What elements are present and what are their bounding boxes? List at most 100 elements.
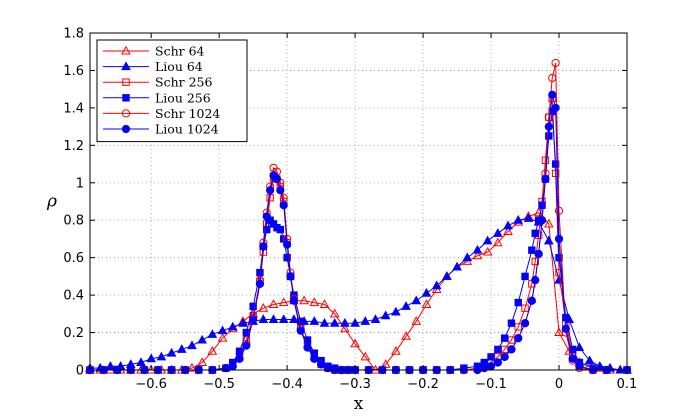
data-point: [551, 160, 560, 168]
y-tick-label: 1.4: [63, 101, 84, 116]
data-point: [514, 334, 523, 343]
data-point: [528, 246, 536, 254]
data-point: [370, 364, 381, 374]
data-point: [263, 225, 271, 234]
data-point: [228, 362, 237, 371]
data-point: [391, 306, 401, 316]
legend-label: Liou 64: [155, 59, 203, 74]
legend-marker: [122, 78, 130, 86]
data-point: [421, 299, 432, 308]
data-point: [319, 317, 330, 327]
legend-label: Schr 256: [155, 75, 212, 90]
data-point: [235, 354, 244, 363]
data-point: [462, 252, 473, 262]
y-tick-label: 0.4: [63, 289, 84, 304]
series-liou-64: [85, 213, 632, 374]
data-point: [259, 242, 268, 251]
data-point: [340, 323, 350, 333]
legend-marker: [121, 61, 131, 71]
data-point: [492, 237, 503, 247]
data-point: [296, 326, 305, 335]
data-point: [272, 174, 282, 184]
data-point: [568, 354, 577, 363]
y-tick-label: 1.2: [63, 139, 84, 154]
data-point: [551, 103, 560, 112]
grid: [90, 33, 627, 370]
axis-ticks: −0.6 −0.5 −0.4 −0.3 −0.2 −0.1 0 0.1 0 0.2 0.4 0.6 0.…: [63, 27, 637, 393]
data-point: [187, 362, 197, 372]
x-tick-label: −0.3: [339, 377, 371, 392]
data-point: [537, 216, 547, 225]
data-point: [521, 304, 529, 312]
data-point: [507, 319, 516, 327]
data-point: [268, 299, 279, 308]
data-point: [283, 240, 292, 249]
x-tick-label: −0.1: [475, 377, 507, 392]
data-point: [531, 229, 539, 238]
data-point: [503, 226, 513, 235]
data-point: [548, 90, 557, 99]
data-point: [534, 249, 543, 259]
data-point: [136, 357, 146, 367]
data-point: [472, 244, 483, 254]
x-tick-label: 0.1: [617, 377, 638, 392]
data-point: [197, 334, 208, 344]
data-point: [514, 298, 522, 307]
x-tick-label: −0.6: [135, 377, 167, 392]
x-tick-label: −0.4: [271, 377, 303, 392]
data-point: [482, 246, 493, 256]
y-tick-label: 0: [76, 364, 84, 379]
data-point: [513, 214, 524, 224]
data-point: [105, 361, 116, 370]
data-point: [146, 364, 157, 374]
data-point: [319, 299, 330, 308]
data-point: [487, 353, 495, 361]
legend-label: Schr 1024: [155, 106, 220, 121]
data-point: [548, 73, 557, 83]
data-point: [391, 346, 401, 355]
legend-entry: Schr 1024: [103, 106, 220, 121]
data-point: [176, 344, 187, 353]
data-point: [401, 331, 411, 340]
data-point: [531, 257, 539, 266]
x-axis-label: x: [354, 394, 364, 414]
data-point: [538, 201, 546, 209]
data-point: [492, 228, 503, 237]
data-point: [541, 174, 550, 184]
data-point: [514, 323, 522, 331]
data-point: [289, 296, 299, 305]
data-point: [310, 354, 319, 363]
data-point: [554, 327, 564, 337]
data-point: [217, 332, 228, 342]
data-point: [554, 206, 564, 215]
data-point: [480, 364, 489, 373]
data-point: [411, 295, 422, 305]
legend-entry: Liou 1024: [103, 122, 219, 137]
data-point: [551, 58, 560, 68]
data-point: [329, 308, 340, 318]
data-point: [350, 338, 360, 348]
data-point: [431, 280, 442, 290]
data-point: [521, 272, 529, 281]
data-point: [255, 279, 265, 288]
data-point: [401, 301, 411, 310]
data-point: [442, 271, 452, 280]
data-point: [249, 315, 258, 324]
data-point: [421, 288, 432, 297]
data-point: [238, 317, 248, 327]
x-tick-label: 0: [555, 377, 563, 392]
data-point: [543, 218, 554, 228]
data-point: [286, 272, 295, 281]
data-point: [279, 201, 288, 210]
data-point: [493, 358, 502, 367]
data-point: [187, 340, 197, 350]
y-tick-label: 1.8: [63, 27, 84, 42]
x-tick-label: −0.5: [203, 377, 235, 392]
data-point: [574, 342, 585, 352]
data-point: [615, 364, 626, 374]
y-tick-label: 1: [76, 176, 84, 191]
data-point: [197, 357, 208, 367]
legend-marker: [121, 109, 131, 118]
data-point: [323, 364, 333, 373]
